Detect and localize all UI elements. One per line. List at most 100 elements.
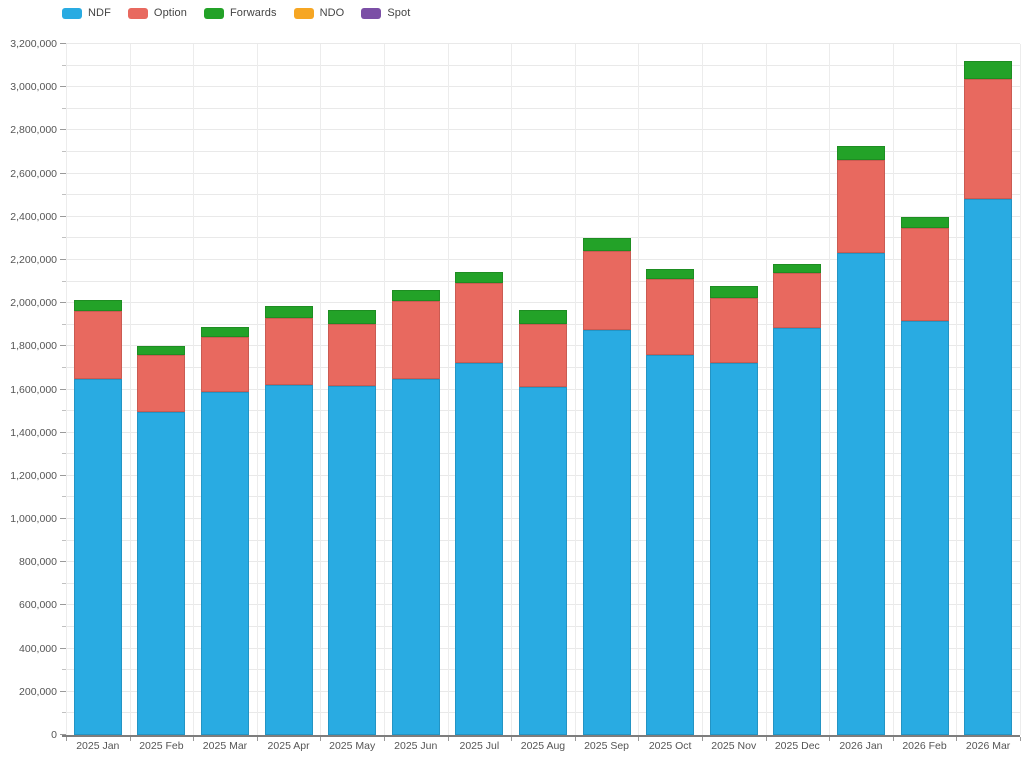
x-tick-label: 2025 Apr bbox=[267, 740, 310, 752]
bar-segment-ndf[interactable] bbox=[518, 387, 567, 735]
vertical-grid-line bbox=[701, 44, 703, 735]
bar-segment-option[interactable] bbox=[391, 300, 440, 379]
legend-swatch-icon bbox=[361, 7, 382, 19]
bar-segment-forwards[interactable] bbox=[964, 61, 1013, 79]
bar-segment-forwards[interactable] bbox=[73, 299, 122, 311]
bar-segment-forwards[interactable] bbox=[900, 216, 949, 228]
y-tick-mark bbox=[60, 518, 66, 520]
legend-item-option[interactable]: Option bbox=[127, 7, 187, 19]
stacked-bar[interactable] bbox=[900, 44, 949, 735]
stacked-bar[interactable] bbox=[264, 44, 313, 735]
y-tick-label: 1,000,000 bbox=[10, 513, 57, 526]
vertical-grid-line bbox=[320, 44, 322, 735]
stacked-bar[interactable] bbox=[391, 44, 440, 735]
bar-segment-option[interactable] bbox=[518, 323, 567, 388]
legend-item-ndo[interactable]: NDO bbox=[293, 7, 345, 19]
bar-segment-forwards[interactable] bbox=[328, 309, 377, 324]
stacked-bar[interactable] bbox=[328, 44, 377, 735]
stacked-bar[interactable] bbox=[709, 44, 758, 735]
stacked-bar[interactable] bbox=[646, 44, 695, 735]
x-tick-mark bbox=[383, 737, 385, 741]
bar-segment-ndf[interactable] bbox=[455, 362, 504, 735]
bar-segment-forwards[interactable] bbox=[773, 264, 822, 273]
bar-segment-ndf[interactable] bbox=[328, 386, 377, 735]
bar-segment-forwards[interactable] bbox=[836, 145, 885, 160]
stacked-bar[interactable] bbox=[964, 44, 1013, 735]
bar-segment-ndf[interactable] bbox=[773, 327, 822, 735]
bar-segment-forwards[interactable] bbox=[137, 346, 186, 355]
bar-segment-ndf[interactable] bbox=[391, 378, 440, 735]
stacked-bar[interactable] bbox=[137, 44, 186, 735]
bar-segment-ndf[interactable] bbox=[200, 391, 249, 735]
horizontal-grid-line bbox=[66, 280, 1020, 282]
vertical-grid-line bbox=[956, 44, 958, 735]
y-minor-tick-mark bbox=[62, 496, 66, 498]
vertical-grid-line bbox=[829, 44, 831, 735]
bar-segment-ndf[interactable] bbox=[900, 321, 949, 735]
stacked-bar[interactable] bbox=[518, 44, 567, 735]
bar-slot-2025-aug bbox=[511, 44, 575, 735]
bar-segment-option[interactable] bbox=[773, 272, 822, 328]
bar-segment-ndf[interactable] bbox=[964, 199, 1013, 735]
stacked-bar[interactable] bbox=[200, 44, 249, 735]
vertical-grid-line bbox=[256, 44, 258, 735]
bar-segment-option[interactable] bbox=[582, 251, 631, 331]
bar-segment-option[interactable] bbox=[709, 297, 758, 363]
bar-segment-forwards[interactable] bbox=[391, 290, 440, 301]
bar-segment-forwards[interactable] bbox=[200, 326, 249, 337]
bar-segment-option[interactable] bbox=[264, 318, 313, 386]
bar-segment-forwards[interactable] bbox=[455, 271, 504, 283]
y-minor-tick-mark bbox=[62, 669, 66, 671]
x-tick-mark bbox=[765, 737, 767, 741]
x-tick-mark bbox=[638, 737, 640, 741]
bar-segment-forwards[interactable] bbox=[646, 268, 695, 280]
bar-segment-ndf[interactable] bbox=[709, 362, 758, 735]
y-minor-tick-mark bbox=[62, 150, 66, 152]
y-minor-tick-mark bbox=[62, 582, 66, 584]
stacked-bar[interactable] bbox=[455, 44, 504, 735]
y-tick-mark bbox=[60, 129, 66, 131]
bar-segment-ndf[interactable] bbox=[137, 412, 186, 735]
horizontal-grid-line bbox=[66, 194, 1020, 196]
bar-segment-ndf[interactable] bbox=[73, 378, 122, 735]
bar-segment-ndf[interactable] bbox=[264, 385, 313, 735]
legend-label: Forwards bbox=[229, 7, 277, 19]
legend-item-ndf[interactable]: NDF bbox=[62, 7, 111, 19]
bar-segment-option[interactable] bbox=[964, 78, 1013, 200]
bar-segment-option[interactable] bbox=[836, 159, 885, 254]
legend-swatch-icon bbox=[203, 7, 224, 19]
bar-segment-option[interactable] bbox=[73, 310, 122, 379]
x-tick-label: 2025 Jul bbox=[459, 740, 500, 752]
bar-slot-2025-feb bbox=[130, 44, 194, 735]
stacked-bar[interactable] bbox=[582, 44, 631, 735]
bar-segment-forwards[interactable] bbox=[264, 306, 313, 319]
bar-segment-ndf[interactable] bbox=[836, 253, 885, 735]
bar-segment-forwards[interactable] bbox=[582, 238, 631, 252]
bar-segment-option[interactable] bbox=[646, 279, 695, 355]
bar-segment-option[interactable] bbox=[455, 282, 504, 363]
bar-segment-option[interactable] bbox=[137, 354, 186, 413]
y-tick-label: 3,000,000 bbox=[10, 81, 57, 94]
bar-segment-ndf[interactable] bbox=[582, 330, 631, 735]
x-tick-label: 2026 Jan bbox=[839, 740, 883, 752]
stacked-bar[interactable] bbox=[73, 44, 122, 735]
bar-segment-forwards[interactable] bbox=[518, 309, 567, 324]
x-tick-mark bbox=[892, 737, 894, 741]
y-tick-mark bbox=[60, 258, 66, 260]
vertical-grid-line bbox=[574, 44, 576, 735]
bar-segment-option[interactable] bbox=[328, 323, 377, 387]
stacked-bar[interactable] bbox=[773, 44, 822, 735]
horizontal-grid-line bbox=[66, 107, 1020, 109]
bar-segment-ndf[interactable] bbox=[646, 354, 695, 735]
y-minor-tick-mark bbox=[62, 280, 66, 282]
bar-segment-option[interactable] bbox=[900, 227, 949, 322]
bar-segment-forwards[interactable] bbox=[709, 285, 758, 298]
stacked-bar[interactable] bbox=[836, 44, 885, 735]
x-tick-mark bbox=[511, 737, 513, 741]
legend-item-forwards[interactable]: Forwards bbox=[203, 7, 277, 19]
legend-item-spot[interactable]: Spot bbox=[361, 7, 410, 19]
y-tick-mark bbox=[60, 345, 66, 347]
x-tick-mark bbox=[701, 737, 703, 741]
bar-segment-option[interactable] bbox=[200, 336, 249, 392]
y-tick-mark bbox=[60, 43, 66, 44]
